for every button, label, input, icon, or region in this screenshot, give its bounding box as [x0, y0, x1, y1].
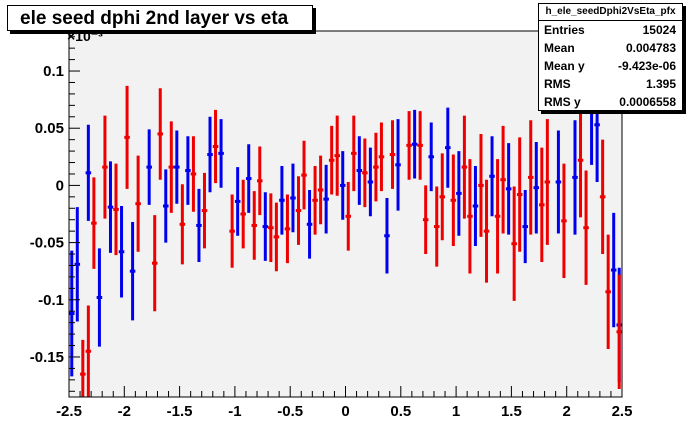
stats-label: Mean y	[544, 59, 585, 73]
stats-value: -9.423e-06	[617, 59, 676, 73]
x-tick-label: 0	[341, 403, 349, 420]
y-tick-label: 0.1	[43, 63, 64, 80]
x-tick-label: -1	[228, 403, 241, 420]
y-tick-label: 0	[56, 177, 64, 194]
x-tick-label: -2.5	[56, 403, 82, 420]
data-points-group	[69, 50, 622, 397]
stats-label: RMS	[544, 77, 571, 91]
stats-histogram-name: h_ele_seedDphi2VsEta_pfx	[539, 4, 682, 21]
x-tick-label: -1.5	[167, 403, 193, 420]
stats-value: 0.0006558	[619, 95, 676, 109]
y-tick-label: 0.05	[35, 120, 64, 137]
stats-row-entries: Entries 15024	[539, 21, 682, 39]
y-tick-label: -0.05	[30, 235, 64, 252]
x-tick-label: -0.5	[277, 403, 303, 420]
x-tick-label: 2	[563, 403, 571, 420]
stats-value: 1.395	[645, 77, 676, 91]
x-tick-label: -2	[118, 403, 131, 420]
stats-row-mean: Mean 0.004783	[539, 39, 682, 57]
plot-title-text: ele seed dphi 2nd layer vs eta	[20, 8, 289, 29]
x-tick-label: 0.5	[390, 403, 411, 420]
stats-row-rms: RMS 1.395	[539, 75, 682, 93]
y-axis-exponent: ×10⁻³	[67, 28, 103, 44]
y-tick-label: -0.15	[30, 349, 64, 366]
stats-label: Entries	[544, 23, 585, 37]
y-tick-label: -0.1	[38, 292, 64, 309]
stats-row-rms-y: RMS y 0.0006558	[539, 93, 682, 111]
stats-label: Mean	[544, 41, 575, 55]
stats-box: h_ele_seedDphi2VsEta_pfx Entries 15024 M…	[538, 3, 683, 111]
stats-value: 15024	[642, 23, 676, 37]
stats-row-mean-y: Mean y -9.423e-06	[539, 57, 682, 75]
x-tick-label: 1.5	[501, 403, 522, 420]
x-tick-label: 2.5	[612, 403, 633, 420]
plot-title: ele seed dphi 2nd layer vs eta	[7, 5, 313, 31]
stats-value: 0.004783	[625, 41, 676, 55]
x-tick-label: 1	[452, 403, 460, 420]
stats-label: RMS y	[544, 95, 581, 109]
